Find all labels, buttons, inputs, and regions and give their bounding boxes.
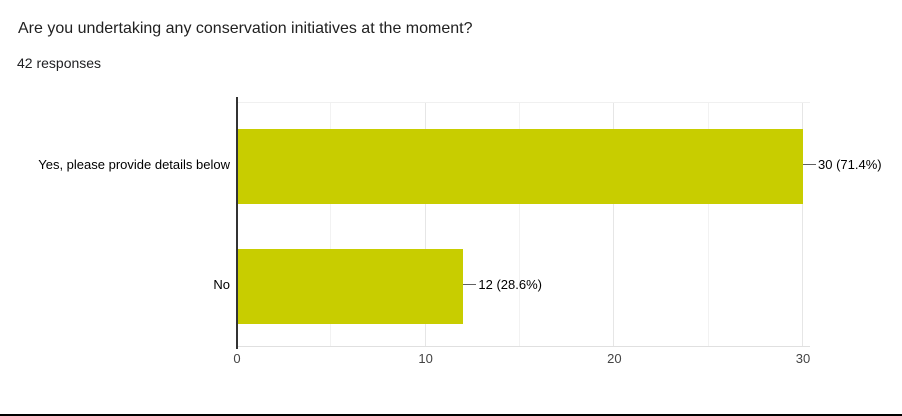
value-label: 30 (71.4%) bbox=[818, 157, 882, 172]
gridline-25 bbox=[707, 103, 709, 346]
bar-no[interactable] bbox=[237, 248, 464, 324]
value-label: 12 (28.6%) bbox=[478, 277, 542, 292]
gridline-5 bbox=[330, 103, 332, 346]
bar-yes[interactable] bbox=[237, 128, 803, 204]
gridline-30 bbox=[802, 103, 803, 346]
category-label: No bbox=[213, 277, 230, 292]
response-count: 42 responses bbox=[17, 55, 102, 71]
annotation-stem bbox=[803, 164, 816, 165]
y-axis-baseline bbox=[236, 97, 238, 349]
annotation-stem bbox=[463, 284, 477, 285]
gridline-20 bbox=[613, 103, 615, 346]
window-bottom-border bbox=[0, 414, 902, 416]
x-tick-label: 0 bbox=[233, 351, 241, 366]
value-annotations: 30 (71.4%) 12 (28.6%) bbox=[237, 102, 882, 345]
x-axis-labels: 0 10 20 30 bbox=[233, 351, 811, 369]
category-label: Yes, please provide details below bbox=[38, 157, 230, 172]
gridline-10 bbox=[424, 103, 426, 346]
category-axis-labels: Yes, please provide details below No bbox=[0, 102, 230, 345]
x-tick-label: 30 bbox=[795, 351, 811, 366]
plot-area bbox=[237, 102, 810, 347]
question-title: Are you undertaking any conservation ini… bbox=[18, 20, 473, 37]
x-tick-label: 20 bbox=[607, 351, 622, 366]
x-tick-label: 10 bbox=[418, 351, 433, 366]
gridline-15 bbox=[519, 103, 520, 346]
